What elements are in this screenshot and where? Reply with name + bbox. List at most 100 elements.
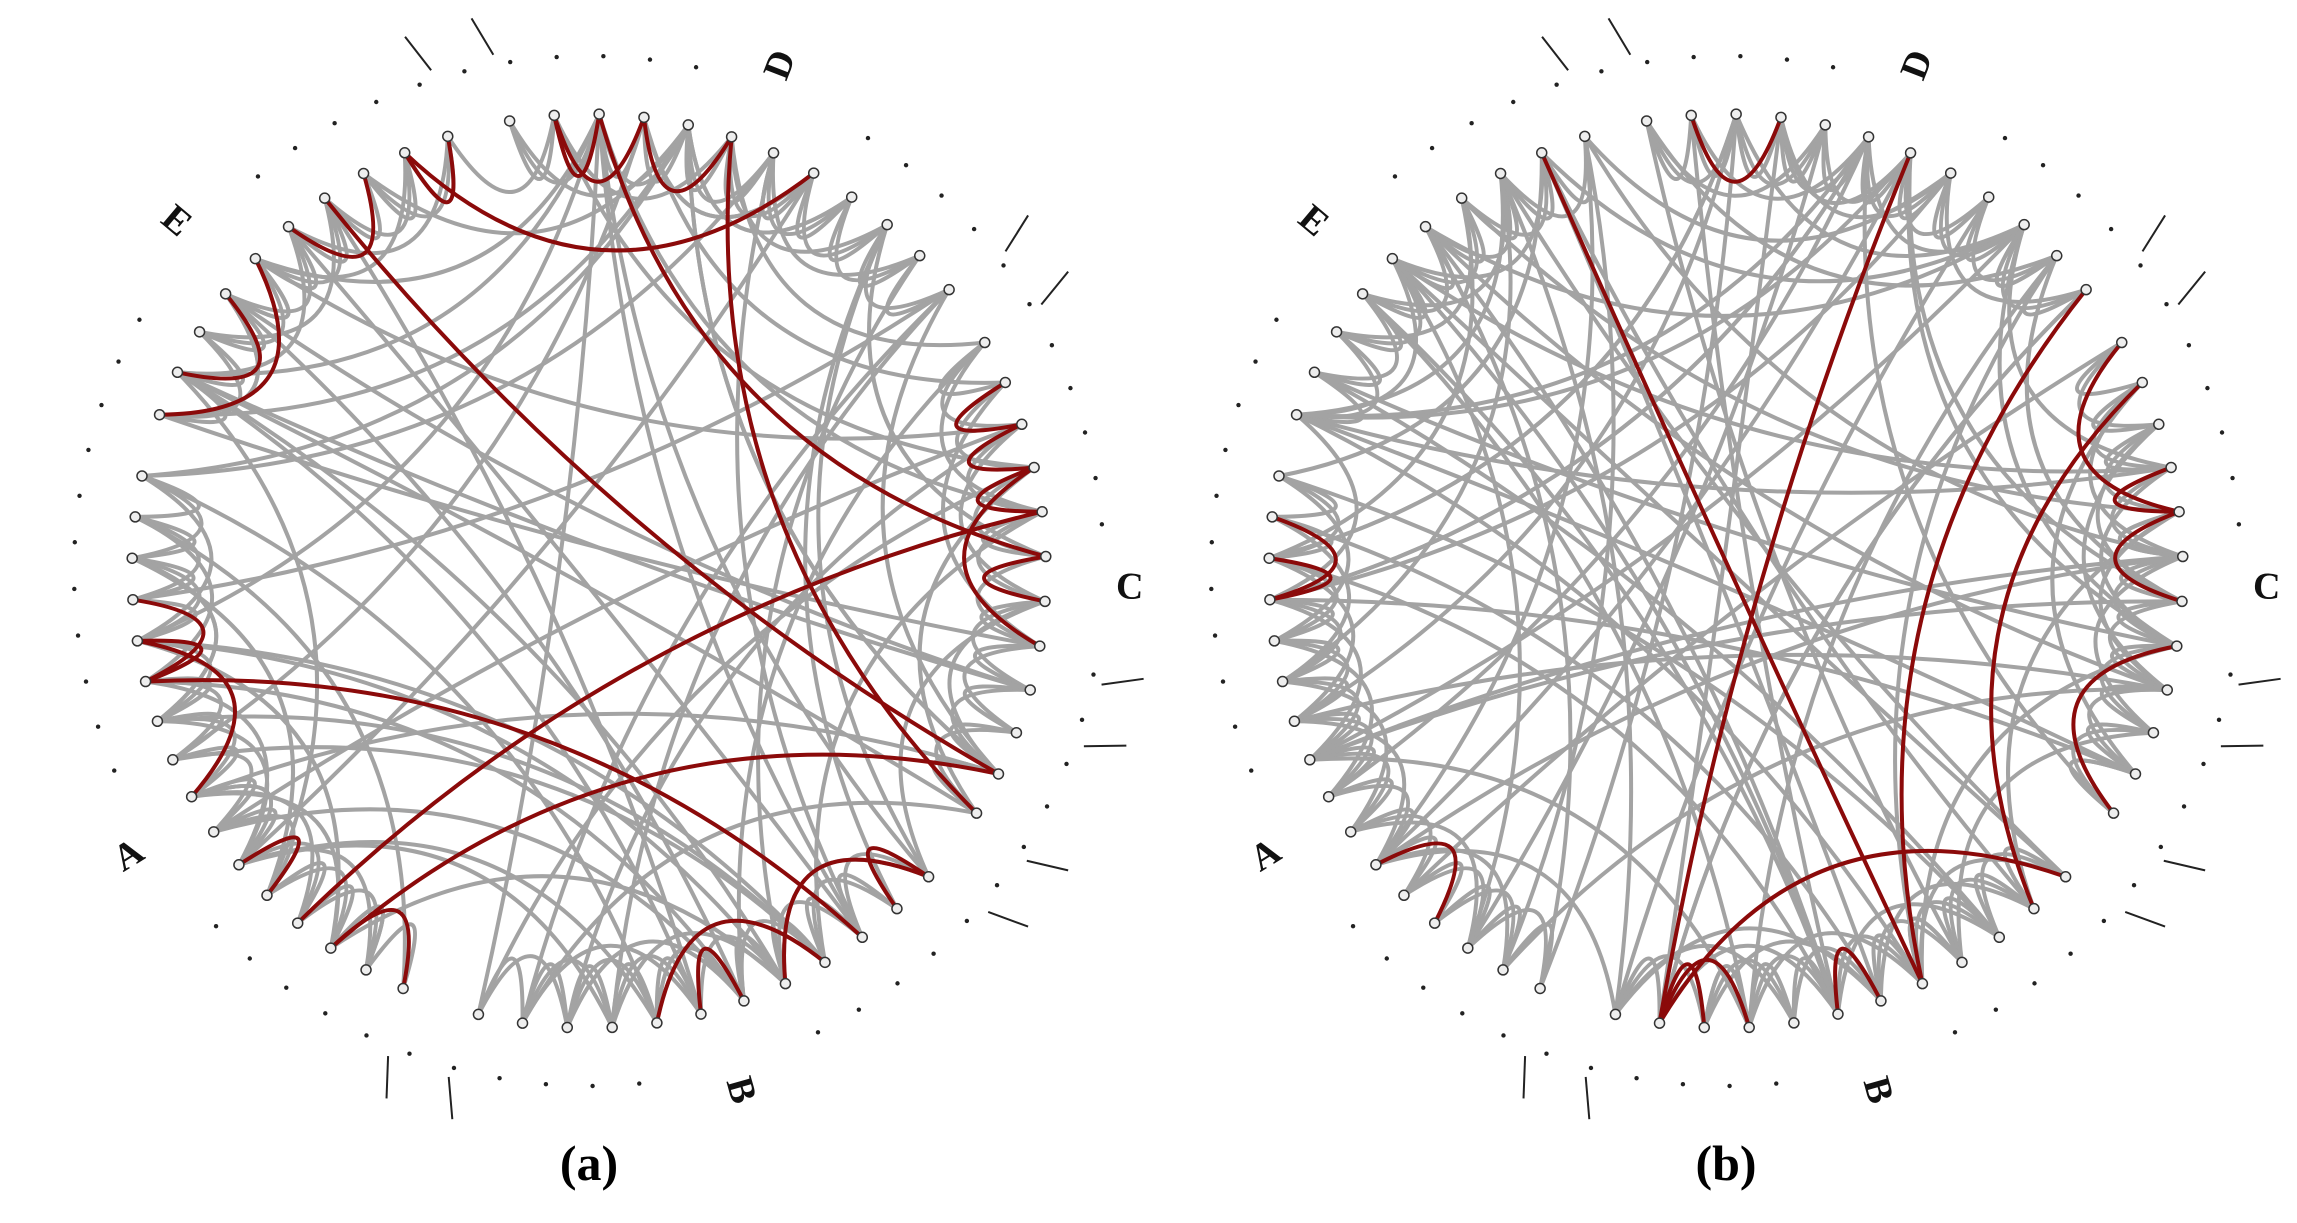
edge (867, 224, 1047, 559)
edge (938, 340, 1006, 396)
separator (2177, 270, 2206, 306)
outer-dot (2002, 135, 2008, 141)
edge (520, 288, 951, 1024)
separator (987, 911, 1029, 928)
edge (1944, 172, 2087, 304)
edge (1313, 370, 2001, 939)
edge (1327, 777, 1394, 834)
edge (238, 843, 614, 1029)
outer-dot (1554, 82, 1559, 87)
edge (958, 422, 1046, 604)
outer-dot (554, 54, 559, 60)
outer-dot (865, 135, 871, 141)
edge (476, 465, 1035, 1016)
highlighted-edge (552, 114, 646, 184)
node (503, 115, 516, 127)
node (738, 995, 750, 1007)
edge (2024, 254, 2183, 604)
node (1534, 982, 1546, 995)
edge (1375, 847, 1510, 971)
highlighted-edge (1539, 151, 1925, 985)
outer-dot (2201, 761, 2206, 767)
edge (323, 197, 703, 1015)
edge (1423, 225, 1840, 1015)
outer-dot (1645, 59, 1650, 65)
node (219, 288, 232, 300)
edge (1313, 370, 2178, 649)
outer-dot (903, 162, 909, 168)
edge (476, 954, 570, 1028)
edge (2091, 380, 2160, 433)
edge (1296, 135, 1871, 419)
outer-dot (451, 1065, 457, 1071)
outer-dot (1588, 1065, 1594, 1071)
outer-dot (1460, 1011, 1465, 1016)
outer-dot (292, 145, 298, 151)
outer-dot (1049, 343, 1055, 348)
edge (1903, 152, 1991, 237)
node (1308, 366, 1321, 379)
highlighted-edge (137, 638, 204, 684)
outer-dot (1738, 54, 1743, 59)
edge (296, 888, 379, 971)
edge (1644, 119, 2058, 288)
edge (171, 116, 646, 762)
node (318, 192, 331, 204)
edge (2002, 846, 2067, 910)
edge (597, 113, 931, 879)
node (1497, 964, 1509, 976)
node (1579, 130, 1591, 143)
node (651, 1017, 663, 1029)
outer-dot (815, 1030, 821, 1035)
highlighted-edge (2112, 465, 2180, 514)
node (1028, 461, 1040, 474)
node (548, 109, 560, 122)
edge (1424, 197, 1486, 264)
node (891, 902, 903, 915)
separator (2220, 744, 2264, 748)
outer-dot (2205, 385, 2210, 391)
node (922, 871, 935, 883)
edge (145, 679, 270, 866)
edge (136, 113, 602, 643)
node (1304, 754, 1316, 766)
edge (565, 939, 746, 1029)
highlighted-edge (975, 465, 1043, 514)
highlighted-edge (329, 752, 999, 950)
node (1016, 418, 1028, 431)
edge (254, 257, 1023, 441)
node (2028, 902, 2040, 915)
edge (1956, 730, 2154, 963)
edge (1309, 599, 2183, 762)
node (1266, 511, 1278, 523)
node (593, 108, 605, 120)
edge (1269, 171, 1953, 602)
edge (364, 922, 417, 990)
node (2147, 726, 2160, 739)
outer-dot (2158, 844, 2164, 850)
outer-dot (1232, 724, 1238, 729)
outer-dot (1064, 761, 1069, 767)
node (1535, 147, 1548, 159)
edge (476, 114, 602, 1015)
node (127, 593, 139, 606)
edge (770, 152, 921, 277)
outer-dot (1021, 844, 1027, 850)
group-label: E (1290, 197, 1336, 245)
node (1290, 408, 1303, 421)
outer-dot (1274, 317, 1279, 322)
node (129, 511, 141, 523)
node (1698, 1021, 1711, 1034)
edge (1314, 292, 1399, 381)
edge (1294, 719, 1407, 866)
outer-dot (693, 65, 699, 70)
node (2171, 640, 2183, 652)
edge (1296, 173, 1505, 417)
separator (1607, 17, 1632, 56)
node (1010, 726, 1023, 739)
outer-dot (1079, 717, 1085, 723)
node (1455, 192, 1468, 204)
node (979, 336, 991, 349)
edge (1932, 172, 1991, 240)
outer-dot (213, 923, 219, 929)
